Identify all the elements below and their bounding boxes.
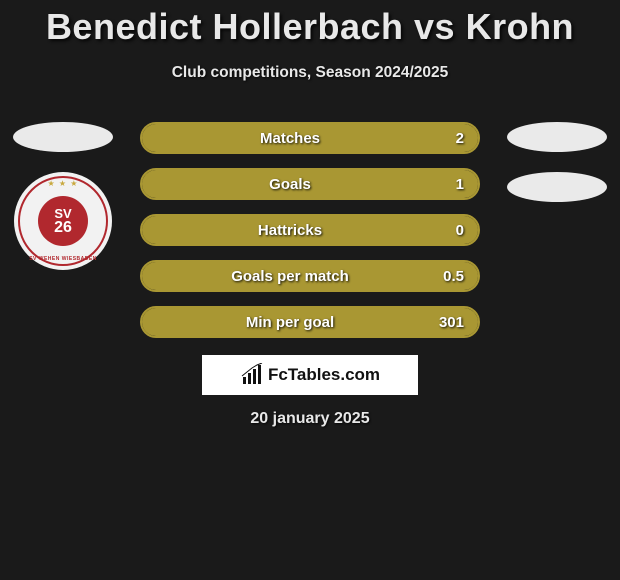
club-logo-ring xyxy=(18,176,108,266)
stat-value: 301 xyxy=(424,314,464,331)
bar-chart-icon xyxy=(240,363,264,387)
stat-row-min-per-goal: Min per goal 301 xyxy=(140,306,480,338)
club-logo-label: SV WEHEN WIESBADEN xyxy=(29,256,97,262)
player-right-placeholder xyxy=(507,122,607,152)
subtitle: Club competitions, Season 2024/2025 xyxy=(0,64,620,82)
stat-row-goals: Goals 1 xyxy=(140,168,480,200)
branding-badge: FcTables.com xyxy=(202,355,418,395)
stat-row-matches: Matches 2 xyxy=(140,122,480,154)
stat-row-hattricks: Hattricks 0 xyxy=(140,214,480,246)
page-title: Benedict Hollerbach vs Krohn xyxy=(0,0,620,48)
branding-text: FcTables.com xyxy=(268,365,380,385)
stat-label: Matches xyxy=(156,130,424,147)
date-text: 20 january 2025 xyxy=(0,410,620,428)
stat-value: 0 xyxy=(424,222,464,239)
club-right-placeholder xyxy=(507,172,607,202)
right-column xyxy=(502,122,612,202)
stat-label: Goals xyxy=(156,176,424,193)
stat-value: 2 xyxy=(424,130,464,147)
player-left-placeholder xyxy=(13,122,113,152)
stats-container: Matches 2 Goals 1 Hattricks 0 Goals per … xyxy=(140,122,480,338)
left-column: ★ ★ ★ SV 26 SV WEHEN WIESBADEN xyxy=(8,122,118,270)
stat-label: Min per goal xyxy=(156,314,424,331)
stat-value: 0.5 xyxy=(424,268,464,285)
stat-label: Hattricks xyxy=(156,222,424,239)
stat-row-goals-per-match: Goals per match 0.5 xyxy=(140,260,480,292)
stat-value: 1 xyxy=(424,176,464,193)
stat-label: Goals per match xyxy=(156,268,424,285)
club-logo-left: ★ ★ ★ SV 26 SV WEHEN WIESBADEN xyxy=(14,172,112,270)
